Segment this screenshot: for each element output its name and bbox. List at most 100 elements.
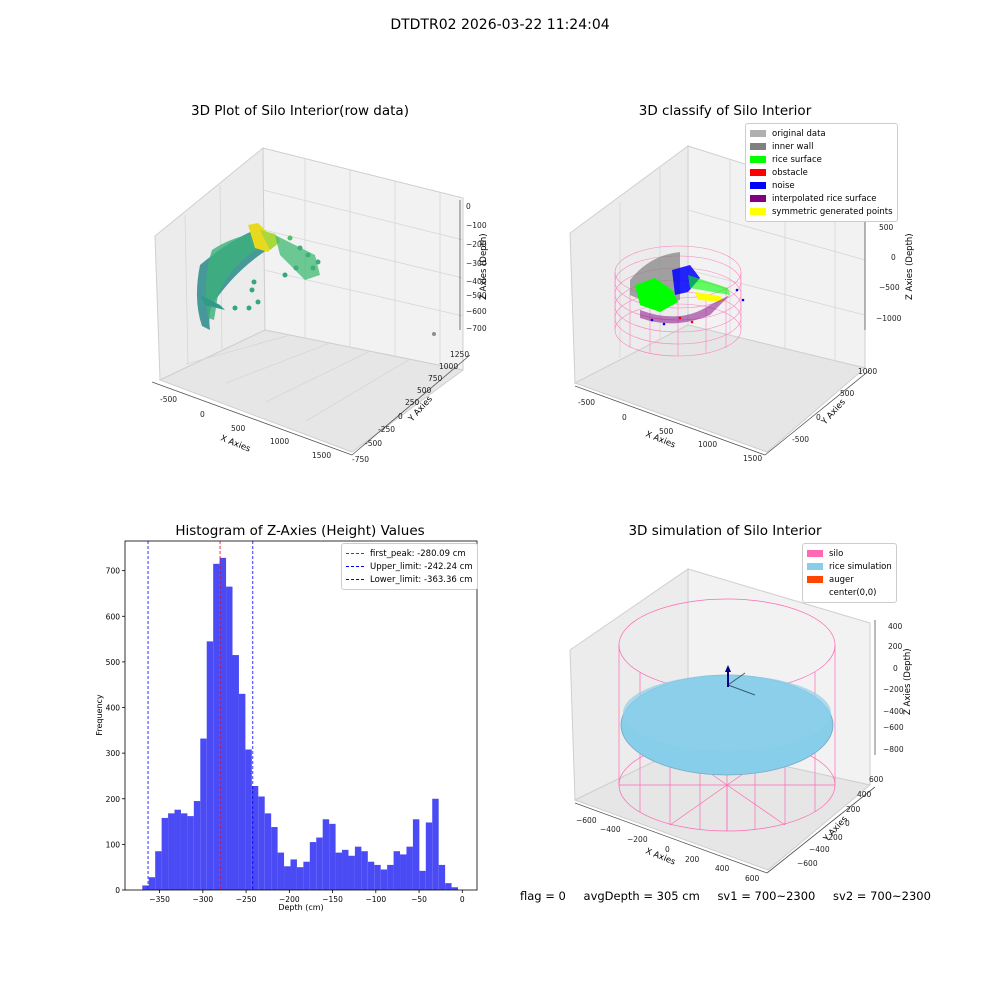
plot-frame (124, 540, 478, 891)
p4-xlabel: X Axies (644, 847, 677, 868)
histogram-bar (406, 846, 413, 890)
p2-xticks: -500 0 500 1000 1500 (578, 398, 762, 463)
status-line: flag = 0 avgDepth = 305 cm sv1 = 700~230… (520, 889, 931, 903)
y-tick-label: 600 (106, 612, 121, 621)
p1-yticks: -750 -500 -250 0 250 500 750 1000 1250 (352, 350, 469, 464)
legend-item: rice simulation (807, 560, 892, 573)
y-tick-label: 200 (106, 795, 121, 804)
reference-lines (147, 541, 254, 890)
p1-ytick: 750 (428, 374, 443, 383)
p1-ztick: −700 (466, 324, 487, 333)
raw-point-cloud (196, 223, 436, 336)
histogram-bar (251, 785, 259, 890)
legend-swatch (807, 576, 823, 583)
x-ticks: −350 −300 −250 −200 −150 −100 −50 0 (149, 890, 465, 904)
p1-ytick: 0 (398, 412, 403, 421)
panel4-title: 3D simulation of Silo Interior (628, 523, 822, 539)
p4-xtick: −200 (627, 835, 648, 844)
p1-ytick: 250 (405, 398, 420, 407)
figure-title: DTDTR02 2026-03-22 11:24:04 (390, 17, 610, 33)
p4-zlabel: Z Axies (Depth) (903, 648, 913, 715)
x-axis-line (574, 385, 766, 456)
legend-swatch (750, 182, 766, 189)
p2-zticks: 500 0 −500 −1000 (876, 223, 902, 323)
histogram-bar (432, 798, 439, 890)
histogram-bar (303, 861, 310, 890)
x-axis-line (574, 802, 768, 874)
p4-xtick: −400 (600, 825, 621, 834)
auger (725, 665, 731, 687)
rice-surface (620, 672, 834, 776)
histogram-legend: first_peak: -280.09 cm Upper_limit: -242… (341, 543, 478, 590)
legend-item: inner wall (750, 140, 893, 153)
panel1-title: 3D Plot of Silo Interior(row data) (191, 103, 409, 119)
y-tick-label: 700 (106, 567, 121, 576)
legend-line (346, 553, 364, 554)
y-tick-label: 300 (106, 749, 121, 758)
x-tick-label: −300 (193, 895, 214, 904)
histogram-bar (316, 837, 323, 890)
y-axis-line (764, 369, 871, 456)
y-axis-label: Frequency (95, 694, 104, 736)
p4-ytick: 200 (846, 805, 861, 814)
histogram-bar (284, 866, 291, 890)
p1-ztick: 0 (466, 202, 471, 211)
classified-points (630, 252, 745, 326)
histogram-bar (174, 809, 181, 890)
p2-ztick: 500 (879, 223, 894, 232)
histogram-bar (290, 859, 297, 890)
panel4-3d-axes[interactable]: −600 −400 −200 0 200 400 600 −600 −400 −… (560, 555, 940, 885)
histogram-bar (387, 864, 394, 890)
panel1-3d-axes[interactable]: -500 0 500 1000 1500 -750 -500 -250 0 25… (130, 130, 510, 480)
panel2-3d-axes[interactable]: -500 0 500 1000 1500 -500 0 500 1000 500… (560, 130, 940, 480)
histogram-bar (232, 655, 239, 890)
flag-text: flag = 0 (520, 889, 566, 903)
p1-ytick: 500 (417, 386, 432, 395)
p4-ytick: 0 (845, 819, 850, 828)
histogram-bar (438, 864, 446, 890)
histogram-bar (264, 813, 272, 890)
legend-item: noise (750, 179, 893, 192)
histogram-bar (309, 842, 317, 890)
p2-yticks: -500 0 500 1000 (792, 367, 877, 444)
p2-xtick: 500 (659, 427, 674, 436)
x-tick-label: −150 (322, 895, 343, 904)
legend-item: Upper_limit: -242.24 cm (346, 560, 473, 573)
histogram-bar (296, 867, 304, 890)
p4-xtick: 400 (715, 864, 730, 873)
histogram-bar (361, 851, 368, 890)
p4-ytick: 400 (857, 790, 872, 799)
histogram-bar (180, 813, 188, 890)
x-tick-label: −350 (149, 895, 170, 904)
p2-ytick: -500 (792, 435, 809, 444)
p2-ztick: −500 (879, 283, 900, 292)
legend-swatch (807, 550, 823, 557)
legend-item: silo (807, 547, 892, 560)
sv1-text: sv1 = 700~2300 (717, 889, 816, 903)
legend-swatch (750, 130, 766, 137)
histogram-bar (142, 885, 149, 890)
p2-legend: original data inner wall rice surface ob… (745, 123, 898, 222)
x-tick-label: −200 (279, 895, 300, 904)
histogram-bar (451, 887, 459, 890)
histogram-bar (425, 822, 433, 890)
y-axis-line (766, 786, 876, 874)
p1-xtick: 1500 (312, 451, 331, 460)
histogram-chart[interactable]: −350 −300 −250 −200 −150 −100 −50 0 0 100 200 300 4… (90, 535, 490, 925)
legend-line (346, 579, 364, 580)
p2-ytick: 0 (816, 413, 821, 422)
p1-ztick: −400 (466, 277, 487, 286)
p4-xtick: 200 (685, 855, 700, 864)
p1-xtick: 1000 (270, 437, 289, 446)
p1-xtick: 500 (231, 424, 246, 433)
sv2-text: sv2 = 700~2300 (833, 889, 931, 903)
p4-zticks: 400 200 0 −200 −400 −600 −800 (883, 622, 904, 754)
histogram-bar (168, 813, 175, 890)
histogram-bar (393, 851, 401, 890)
y-tick-label: 400 (106, 704, 121, 713)
histogram-bar (155, 851, 162, 890)
legend-item: first_peak: -280.09 cm (346, 547, 473, 560)
y-tick-label: 500 (106, 658, 121, 667)
p1-ztick: −500 (466, 291, 487, 300)
p4-ytick: −600 (797, 859, 818, 868)
